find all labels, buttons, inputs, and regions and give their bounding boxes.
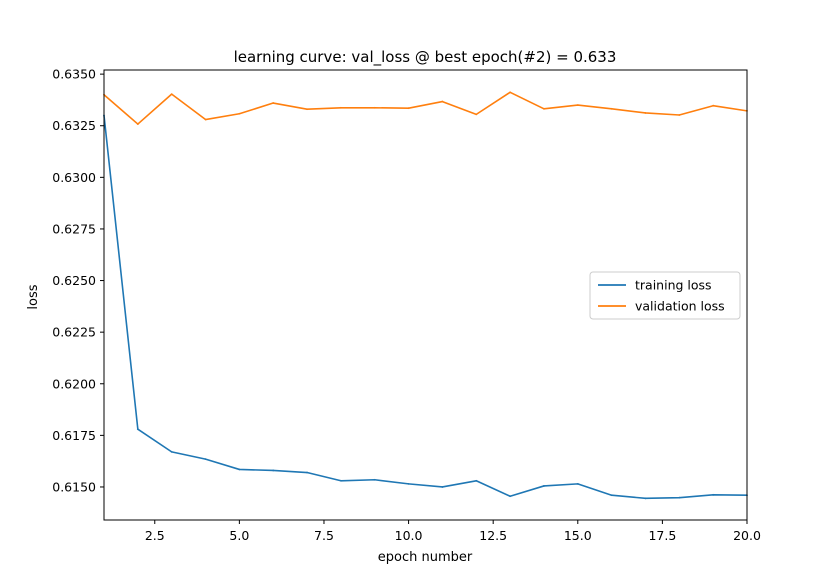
y-tick-label: 0.6275 [52, 221, 96, 236]
y-tick-label: 0.6175 [52, 428, 96, 443]
series-1-point [238, 112, 241, 115]
series-0-point [441, 486, 444, 488]
series-1-point [339, 106, 342, 109]
series-0-point [543, 485, 545, 487]
x-tick-label: 12.5 [479, 528, 507, 543]
series-line-0 [103, 115, 748, 500]
series-1-point [712, 104, 715, 107]
plot-area-frame [103, 69, 748, 521]
series-1-point [306, 108, 308, 111]
series-1-point [509, 91, 512, 94]
y-tick-label: 0.6225 [52, 325, 96, 340]
y-axis-label: loss [26, 284, 41, 309]
series-0-point [712, 493, 715, 496]
series-1-point [576, 104, 579, 106]
x-tick-label: 20.0 [733, 528, 761, 543]
series-0-point [678, 496, 681, 499]
y-tick-label: 0.6300 [52, 170, 96, 185]
chart-title: learning curve: val_loss @ best epoch(#2… [234, 48, 617, 67]
series-1-point [475, 113, 478, 116]
series-1-point [170, 93, 173, 96]
legend-label-1: validation loss [635, 299, 725, 314]
series-0-point [644, 497, 647, 500]
series-1-point [610, 107, 613, 110]
y-tick-label: 0.6325 [52, 118, 96, 133]
legend-box [589, 271, 741, 320]
series-0-point [272, 469, 275, 472]
x-tick-label: 7.5 [314, 528, 334, 543]
x-tick-label: 5.0 [229, 528, 249, 543]
series-1-point [136, 123, 139, 125]
series-0-point [339, 479, 342, 482]
series-0-point [576, 482, 579, 485]
series-1-point [441, 100, 444, 103]
series-line-1 [103, 91, 748, 125]
series-0-point [238, 468, 241, 471]
series-0-point [610, 494, 613, 497]
series-0-point [373, 478, 376, 481]
legend: training loss validation loss [589, 271, 741, 320]
series-1-point [272, 102, 275, 104]
series-0-point [306, 471, 308, 474]
y-tick-label: 0.6350 [52, 67, 96, 82]
legend-label-0: training loss [635, 278, 712, 293]
series-0-point [136, 428, 139, 431]
series-0-point [170, 450, 173, 453]
x-tick-label: 15.0 [564, 528, 592, 543]
series-1-point [373, 106, 376, 109]
series-1-point [407, 107, 410, 110]
series-0-point [204, 458, 207, 461]
series-1-point [204, 118, 207, 121]
x-axis-label: epoch number [378, 550, 473, 565]
x-tick-label: 17.5 [648, 528, 676, 543]
series-0-point [407, 482, 410, 485]
series-1-point [543, 107, 545, 110]
series-0-point [475, 479, 478, 482]
series-0-point [509, 495, 512, 498]
y-axis-ticks: 0.6150 0.6175 0.6200 0.6225 0.6250 0.6275 0.63… [52, 67, 104, 494]
series-1-point [644, 112, 647, 114]
x-tick-label: 10.0 [395, 528, 423, 543]
y-tick-label: 0.6250 [52, 273, 96, 288]
x-tick-label: 2.5 [145, 528, 165, 543]
x-axis-ticks: 2.5 5.0 7.5 10.0 12.5 15.0 17.5 20.0 [145, 520, 761, 543]
y-tick-label: 0.6150 [52, 479, 96, 494]
series-1-point [678, 114, 681, 116]
y-tick-label: 0.6200 [52, 376, 96, 391]
